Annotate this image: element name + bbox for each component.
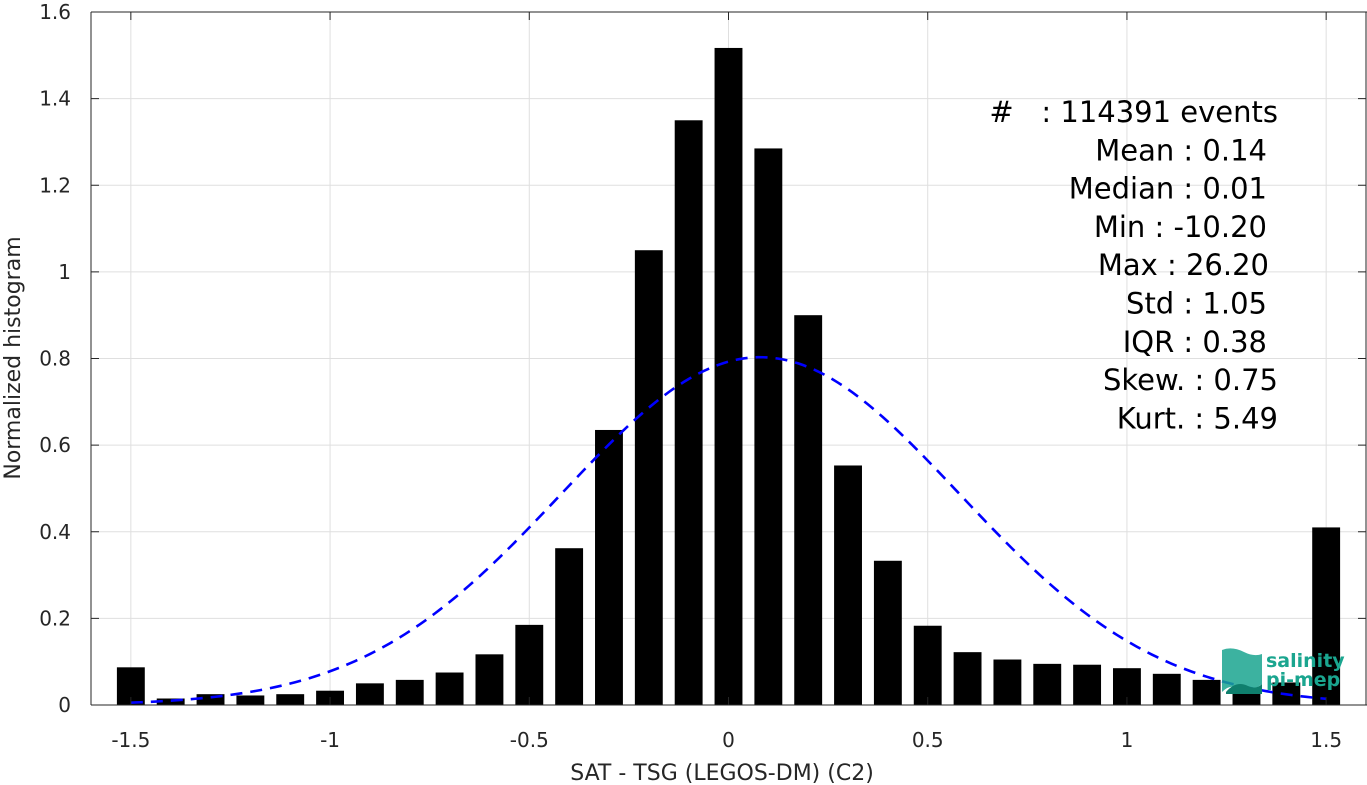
y-tick-label: 0 [58, 693, 71, 717]
histogram-bar [475, 654, 504, 705]
histogram-bar [515, 624, 544, 705]
histogram-bar [794, 315, 823, 705]
x-tick-label: -1.5 [111, 728, 150, 752]
y-tick-label: 0.4 [39, 520, 71, 544]
histogram-bar [953, 652, 982, 705]
histogram-bar [435, 672, 464, 705]
histogram-bar [993, 659, 1022, 705]
histogram-bar [1312, 527, 1341, 705]
y-tick-label: 1.6 [39, 0, 71, 24]
histogram-bar [595, 429, 623, 705]
logo-wave-icon-2 [1226, 684, 1262, 694]
histogram-bar [555, 548, 584, 705]
histogram-bar [714, 47, 743, 705]
stats-line: Std : 1.05 [1126, 287, 1267, 321]
stats-line: IQR : 0.38 [1123, 325, 1267, 359]
normal-fit-curve [130, 355, 1327, 704]
histogram-bar [913, 625, 942, 705]
histogram-bar [236, 695, 265, 705]
histogram-bar [156, 698, 185, 705]
y-tick-label: 1 [58, 260, 71, 284]
logo-text-line2: pi-mep [1266, 669, 1340, 691]
stats-line: Max : 26.20 [1098, 248, 1269, 282]
salinity-pimep-logo: salinity pi-mep [1222, 648, 1345, 694]
histogram-bar [355, 683, 384, 705]
y-tick-label: 1.4 [39, 87, 71, 111]
stats-line: Median : 0.01 [1069, 172, 1267, 206]
x-tick-label: 1.5 [1310, 728, 1342, 752]
histogram-bar [276, 694, 305, 705]
stats-line: Min : -10.20 [1094, 210, 1267, 244]
histogram-bar [674, 120, 703, 705]
bars [116, 47, 1341, 705]
histogram-bar [634, 250, 663, 705]
histogram-bar [754, 148, 783, 705]
histogram-bar [873, 560, 902, 705]
stats-line: Skew. : 0.75 [1103, 363, 1278, 397]
histogram-bar [1073, 664, 1102, 705]
histogram-bar [1152, 673, 1181, 705]
x-tick-label: -0.5 [510, 728, 549, 752]
y-tick-label: 0.6 [39, 433, 71, 457]
x-tick-label: -1 [320, 728, 340, 752]
histogram-bar [834, 465, 862, 705]
histogram-bar [395, 679, 424, 705]
x-tick-labels: -1.5 -1 -0.5 0 0.5 1 1.5 [111, 12, 1342, 752]
histogram-bar [1033, 663, 1062, 705]
histogram-bar [196, 694, 225, 705]
stats-line: Kurt. : 5.49 [1117, 401, 1278, 435]
x-tick-label: 0.5 [912, 728, 944, 752]
y-tick-label: 0.2 [39, 606, 71, 630]
logo-wave-icon [1222, 648, 1262, 692]
y-tick-label: 0.8 [39, 347, 71, 371]
y-axis-label: Normalized histogram [1, 236, 26, 479]
y-tick-label: 1.2 [39, 173, 71, 197]
logo-text-line1: salinity [1266, 650, 1345, 672]
stats-line: # : 114391 events [989, 95, 1278, 129]
x-tick-label: 0 [722, 728, 735, 752]
histogram-bar [1192, 679, 1221, 705]
x-axis-label: SAT - TSG (LEGOS-DM) (C2) [570, 761, 874, 785]
y-tick-labels: 0 0.2 0.4 0.6 0.8 1 1.2 1.4 1.6 [39, 0, 1366, 717]
x-tick-label: 1 [1121, 728, 1134, 752]
stats-line: Mean : 0.14 [1095, 133, 1267, 167]
stats-box: # : 114391 events Mean : 0.14 Median : 0.0… [989, 95, 1278, 435]
